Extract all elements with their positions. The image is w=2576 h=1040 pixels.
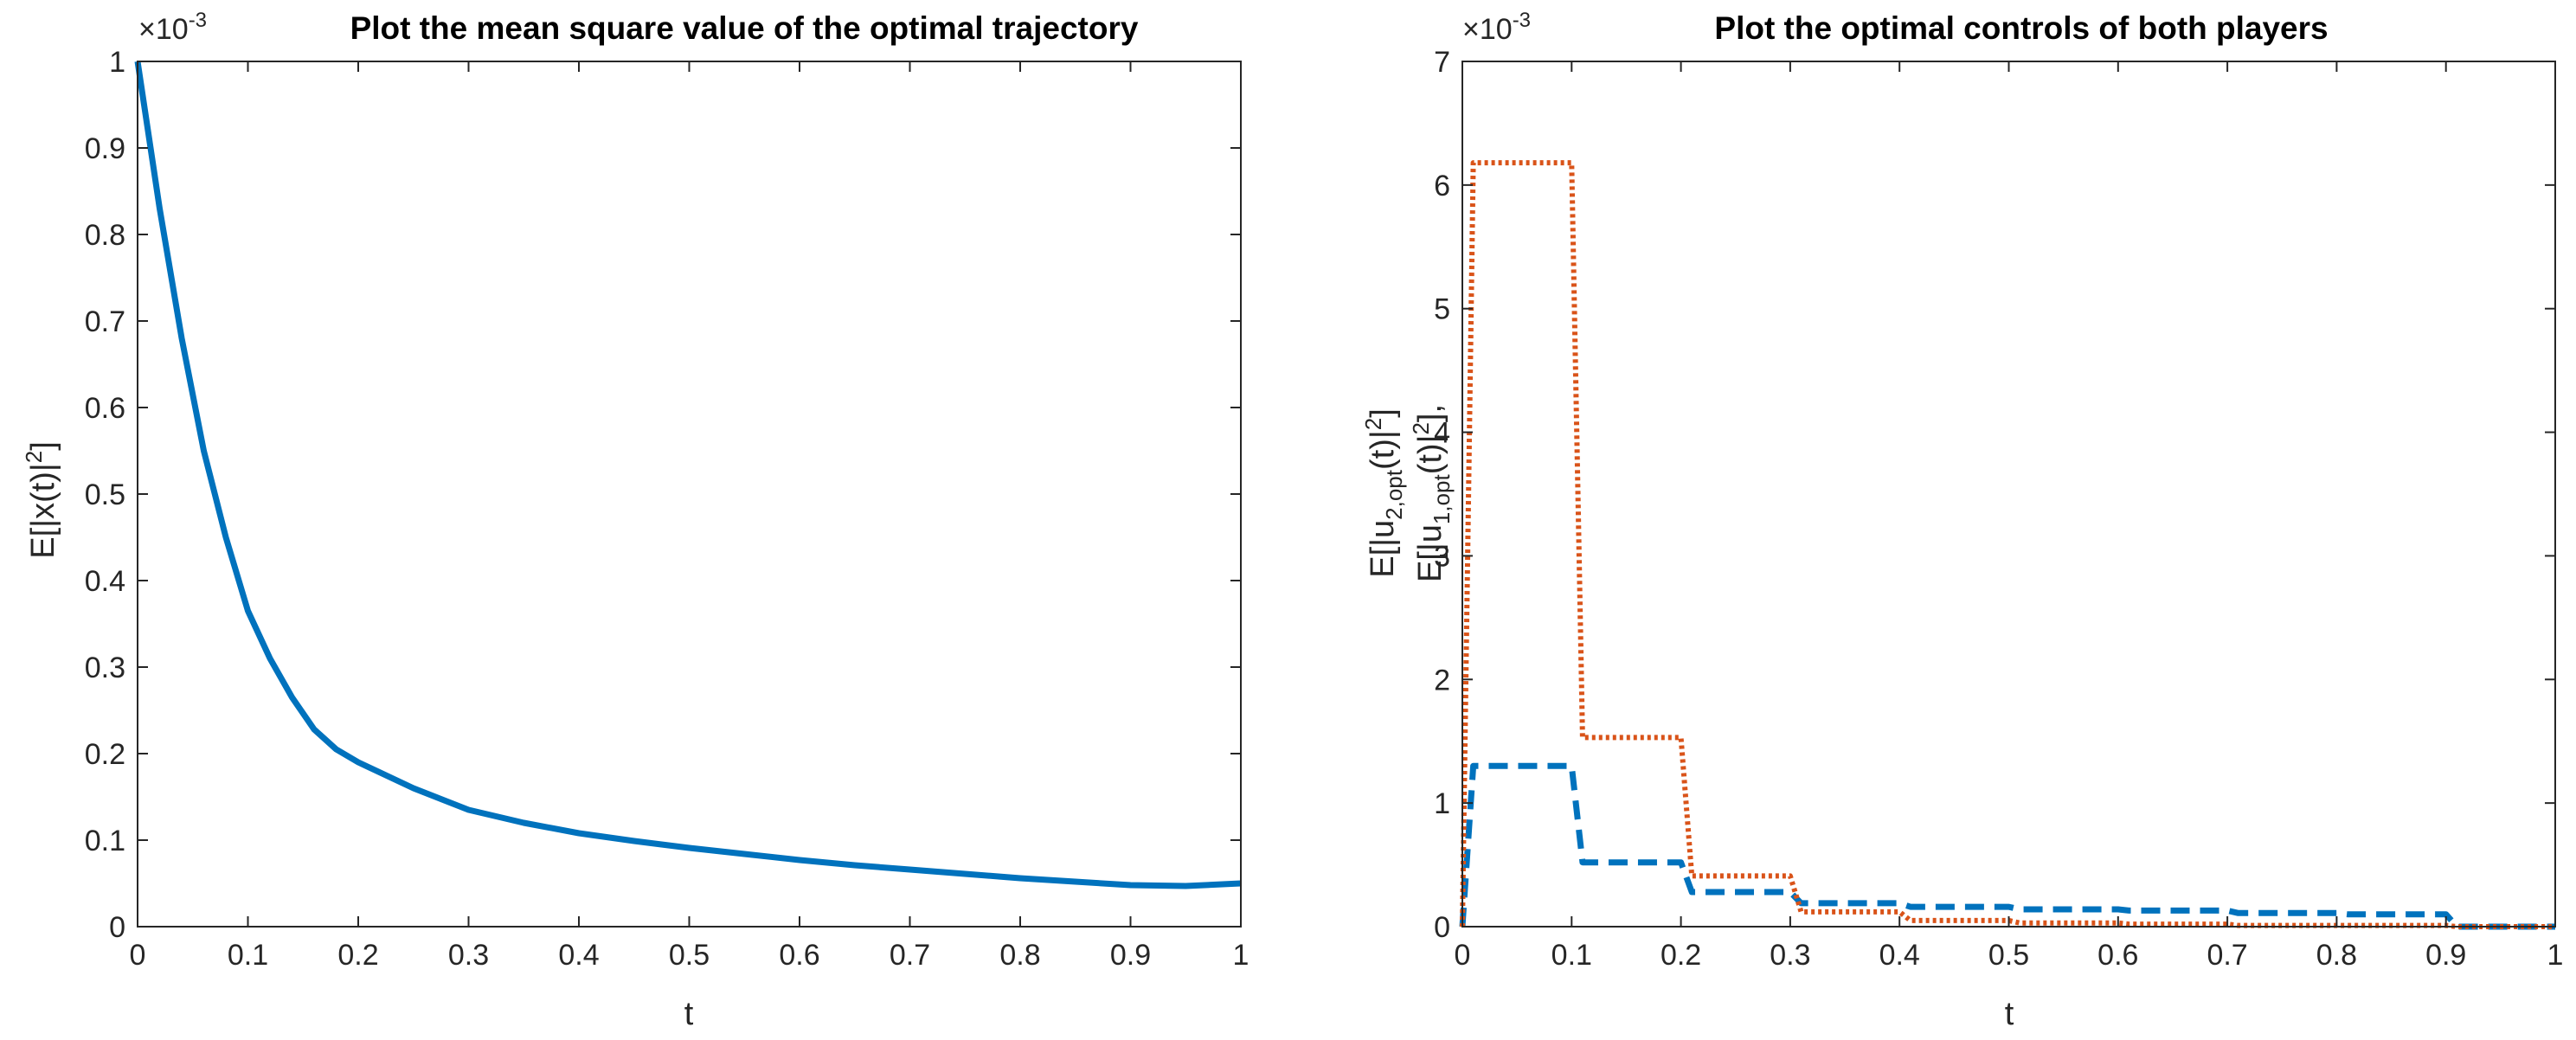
controls-chart: Plot the optimal controls of both player… [1360,9,2563,1032]
series-line [134,61,1242,889]
x-tick-label: 1 [1233,939,1249,972]
x-tick-label: 0.2 [1661,939,1701,972]
x-tick-label: 0.7 [2207,939,2247,972]
y-tick-label: 6 [1434,170,1450,202]
y-tick-label: 2 [1434,664,1450,697]
x-tick-label: 0.2 [337,939,378,972]
y-tick-label: 0.7 [85,305,125,338]
x-tick-label: 0.3 [1770,939,1810,972]
x-tick-label: 1 [2547,939,2564,972]
x-tick-label: 0.8 [2316,939,2357,972]
y-tick-label: 0 [1434,911,1450,944]
trajectory-chart: Plot the mean square value of the optima… [21,9,1249,1032]
y-axis-exponent: ×10-3 [138,9,207,46]
x-tick-label: 0.1 [1551,939,1592,972]
y-tick-label: 0 [109,911,125,944]
x-tick-label: 0.4 [1879,939,1920,972]
axes-box [137,61,1242,928]
axis-ticks: 0 0.1 0.2 0.3 0.4 0.5 0.6 0.7 0.8 0.9 1 0 0.1 0.2 0.3 0… [85,46,1249,972]
x-axis-label: t [684,996,694,1032]
y-tick-label: 4 [1434,417,1450,450]
y-tick-label: 0.4 [85,565,125,598]
x-tick-label: 0.5 [669,939,710,972]
x-tick-label: 0.4 [558,939,599,972]
y-tick-label: 7 [1434,46,1450,79]
x-tick-label: 0.6 [2097,939,2138,972]
y-axis-label-u1: E[|u1,opt(t)|2], [1408,404,1455,582]
x-tick-label: 0.5 [1988,939,2029,972]
x-tick-label: 0.3 [448,939,489,972]
y-tick-label: 0.5 [85,478,125,511]
y-axis-label: E[|x(t)|2] [21,441,61,559]
y-tick-label: 5 [1434,293,1450,326]
x-axis-label: t [2005,996,2014,1032]
y-tick-label: 0.8 [85,219,125,252]
series-line [1459,762,2555,930]
x-tick-label: 0 [1455,939,1471,972]
axis-ticks: 0 0.1 0.2 0.3 0.4 0.5 0.6 0.7 0.8 0.9 1 0 1 2 3 4 5 6 7 [1434,46,2563,972]
x-tick-label: 0.9 [2425,939,2466,972]
series-line [1460,160,2555,929]
plot-area [1459,160,2555,930]
y-axis-exponent: ×10-3 [1462,9,1531,46]
y-tick-label: 0.9 [85,132,125,165]
x-tick-label: 0.6 [779,939,819,972]
x-tick-label: 0.1 [228,939,268,972]
y-tick-label: 1 [109,46,125,79]
x-tick-label: 0 [130,939,146,972]
y-tick-label: 0.2 [85,738,125,771]
y-axis-label-u2: E[|u2,opt(t)|2] [1360,408,1407,578]
plot-area [134,61,1242,889]
axes-box [1461,61,2556,928]
y-tick-label: 0.1 [85,825,125,857]
y-tick-label: 0.6 [85,392,125,425]
y-tick-label: 3 [1434,540,1450,573]
x-tick-label: 0.8 [999,939,1040,972]
x-tick-label: 0.7 [890,939,930,972]
y-tick-label: 1 [1434,787,1450,820]
chart-title: Plot the optimal controls of both player… [1714,10,2328,46]
x-tick-label: 0.9 [1110,939,1151,972]
y-tick-label: 0.3 [85,652,125,684]
chart-title: Plot the mean square value of the optima… [350,10,1139,46]
